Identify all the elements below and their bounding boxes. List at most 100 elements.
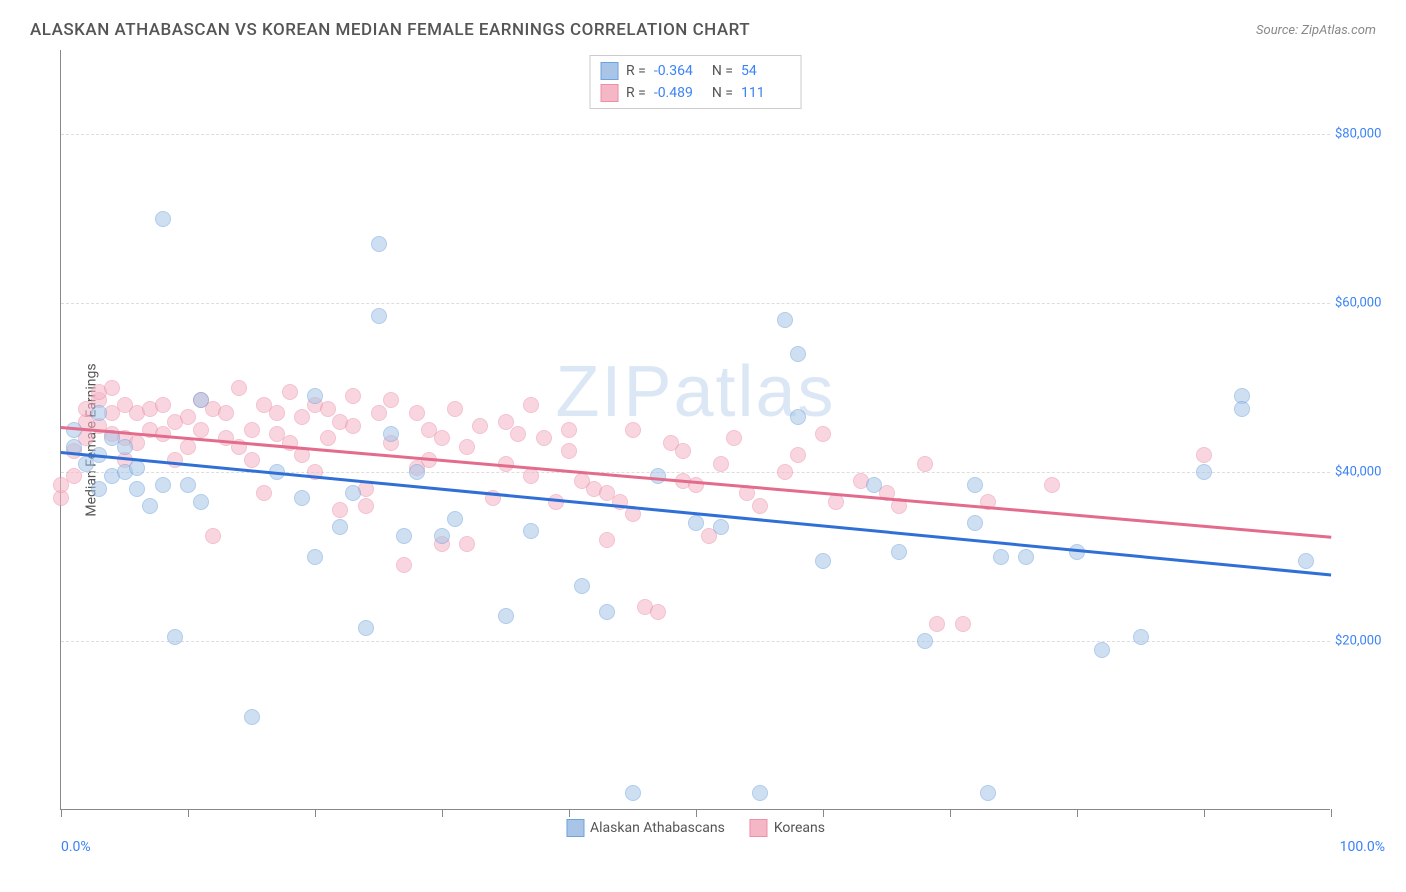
scatter-point-b	[180, 409, 196, 425]
scatter-point-b	[409, 405, 425, 421]
x-tick	[823, 809, 824, 817]
scatter-point-a	[244, 709, 260, 725]
scatter-point-b	[447, 401, 463, 417]
scatter-point-a	[358, 620, 374, 636]
scatter-point-a	[790, 346, 806, 362]
scatter-point-b	[523, 468, 539, 484]
scatter-point-b	[459, 536, 475, 552]
scatter-point-a	[1069, 544, 1085, 560]
x-tick	[569, 809, 570, 817]
scatter-point-a	[993, 549, 1009, 565]
scatter-point-a	[345, 485, 361, 501]
scatter-point-a	[180, 477, 196, 493]
y-tick-label: $20,000	[1335, 634, 1390, 649]
scatter-point-a	[193, 392, 209, 408]
scatter-point-b	[371, 405, 387, 421]
scatter-point-a	[1298, 553, 1314, 569]
scatter-point-a	[498, 608, 514, 624]
scatter-point-a	[332, 519, 348, 535]
scatter-point-b	[828, 494, 844, 510]
x-tick	[1204, 809, 1205, 817]
scatter-point-b	[929, 616, 945, 632]
scatter-point-a	[434, 528, 450, 544]
scatter-point-b	[561, 422, 577, 438]
swatch-series-b	[750, 819, 768, 837]
chart-container: Median Female Earnings ZIPatlas R = -0.3…	[60, 50, 1376, 830]
legend-label-a: Alaskan Athabascans	[590, 820, 725, 836]
x-min-label: 0.0%	[61, 839, 91, 855]
scatter-point-b	[561, 443, 577, 459]
scatter-point-b	[244, 422, 260, 438]
scatter-point-a	[523, 523, 539, 539]
r-value-b: -0.489	[654, 85, 704, 101]
n-value-a: 54	[741, 63, 791, 79]
scatter-point-a	[980, 785, 996, 801]
scatter-point-a	[574, 578, 590, 594]
scatter-point-a	[155, 211, 171, 227]
legend-item-b: Koreans	[750, 819, 825, 837]
scatter-point-b	[282, 384, 298, 400]
scatter-point-a	[688, 515, 704, 531]
scatter-point-a	[1196, 464, 1212, 480]
scatter-point-a	[307, 549, 323, 565]
scatter-point-b	[66, 468, 82, 484]
scatter-point-b	[523, 397, 539, 413]
swatch-series-a	[600, 62, 618, 80]
swatch-series-a	[566, 819, 584, 837]
scatter-point-b	[1196, 447, 1212, 463]
scatter-point-a	[891, 544, 907, 560]
scatter-point-a	[1234, 401, 1250, 417]
scatter-point-a	[129, 481, 145, 497]
series-legend: Alaskan Athabascans Koreans	[566, 819, 825, 837]
y-tick-label: $60,000	[1335, 296, 1390, 311]
stat-row-series-b: R = -0.489 N = 111	[600, 82, 791, 104]
scatter-point-a	[752, 785, 768, 801]
scatter-point-b	[459, 439, 475, 455]
scatter-point-b	[332, 502, 348, 518]
scatter-point-a	[371, 236, 387, 252]
scatter-point-a	[117, 439, 133, 455]
scatter-point-a	[625, 785, 641, 801]
scatter-point-a	[383, 426, 399, 442]
y-tick-label: $40,000	[1335, 465, 1390, 480]
scatter-point-b	[625, 422, 641, 438]
scatter-point-a	[967, 515, 983, 531]
scatter-point-a	[599, 604, 615, 620]
scatter-point-a	[1018, 549, 1034, 565]
legend-item-a: Alaskan Athabascans	[566, 819, 725, 837]
scatter-point-b	[599, 532, 615, 548]
x-tick	[61, 809, 62, 817]
gridline	[61, 472, 1330, 473]
scatter-point-b	[218, 405, 234, 421]
scatter-point-b	[1044, 477, 1060, 493]
scatter-point-b	[498, 414, 514, 430]
scatter-point-b	[155, 397, 171, 413]
scatter-point-a	[917, 633, 933, 649]
scatter-point-b	[269, 405, 285, 421]
scatter-point-a	[396, 528, 412, 544]
scatter-point-b	[675, 443, 691, 459]
scatter-point-b	[650, 604, 666, 620]
scatter-point-b	[752, 498, 768, 514]
scatter-point-a	[409, 464, 425, 480]
scatter-point-b	[536, 430, 552, 446]
scatter-point-a	[1133, 629, 1149, 645]
y-tick-label: $80,000	[1335, 127, 1390, 142]
gridline	[61, 134, 1330, 135]
scatter-point-b	[713, 456, 729, 472]
scatter-point-a	[142, 498, 158, 514]
scatter-point-b	[320, 430, 336, 446]
scatter-point-b	[777, 464, 793, 480]
scatter-point-a	[777, 312, 793, 328]
chart-title: ALASKAN ATHABASCAN VS KOREAN MEDIAN FEMA…	[30, 20, 750, 40]
scatter-point-a	[167, 629, 183, 645]
x-tick	[1331, 809, 1332, 817]
scatter-point-b	[726, 430, 742, 446]
scatter-point-b	[205, 528, 221, 544]
r-label: R =	[626, 85, 646, 101]
scatter-point-a	[129, 460, 145, 476]
plot-area: ZIPatlas R = -0.364 N = 54 R = -0.489 N …	[60, 50, 1330, 810]
scatter-point-b	[955, 616, 971, 632]
scatter-point-a	[713, 519, 729, 535]
x-tick	[696, 809, 697, 817]
